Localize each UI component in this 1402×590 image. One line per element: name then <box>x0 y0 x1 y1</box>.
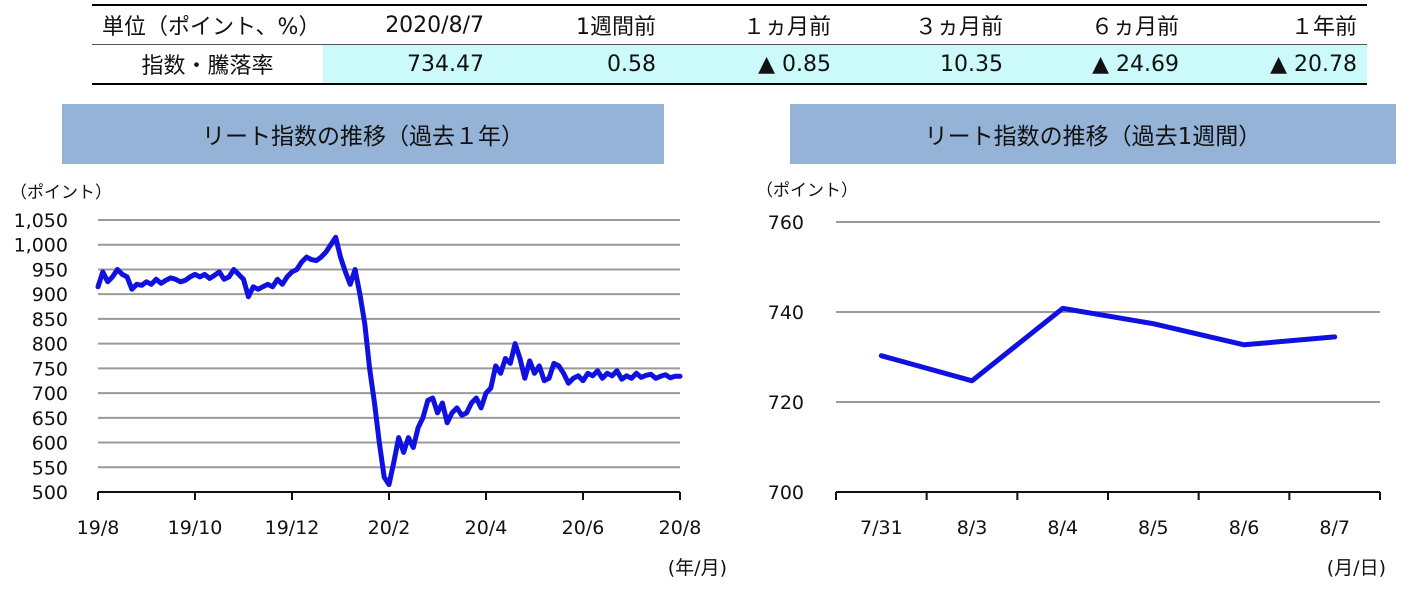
chart2-xlabel: (月/日) <box>1327 557 1386 579</box>
x-tick-label: 8/4 <box>1047 517 1078 539</box>
y-tick-label: 650 <box>32 408 68 430</box>
week-change-value: 0.58 <box>494 44 666 85</box>
summary-value-row: 指数・騰落率 734.47 0.58 ▲ 0.85 10.35 ▲ 24.69 … <box>92 44 1367 85</box>
month-ago-header: １ヵ月前 <box>666 4 841 45</box>
three-months-header: ３ヵ月前 <box>841 4 1013 45</box>
row-label: 指数・騰落率 <box>92 44 323 85</box>
x-tick-label: 8/3 <box>957 517 988 539</box>
y-tick-label: 1,000 <box>14 235 68 257</box>
month-change-value: ▲ 0.85 <box>666 44 841 85</box>
x-tick-label: 20/2 <box>368 517 411 539</box>
unit-header: 単位（ポイント、%） <box>92 4 323 45</box>
year-change-value: ▲ 20.78 <box>1189 44 1367 85</box>
series-line <box>95 234 683 488</box>
x-tick-label: 8/7 <box>1319 517 1350 539</box>
y-tick-label: 740 <box>768 302 804 324</box>
y-tick-label: 550 <box>32 457 68 479</box>
x-tick-label: 8/5 <box>1138 517 1169 539</box>
x-tick-label: 20/6 <box>562 517 605 539</box>
y-tick-label: 1,050 <box>14 210 68 232</box>
x-tick-label: 8/6 <box>1229 517 1260 539</box>
chart2-plot: 760 740 720 700 7/31 8/3 8/4 8/5 8/6 8/7 (月/日) <box>768 212 1386 579</box>
x-tick-label: 19/12 <box>265 517 320 539</box>
index-value: 734.47 <box>323 44 494 85</box>
three-months-change-value: 10.35 <box>841 44 1013 85</box>
series-line <box>878 305 1338 384</box>
week-ago-header: 1週間前 <box>494 4 666 45</box>
y-tick-label: 700 <box>32 383 68 405</box>
x-tick-label: 19/8 <box>77 517 120 539</box>
x-tick-label: 7/31 <box>860 517 903 539</box>
summary-header-row: 単位（ポイント、%） 2020/8/7 1週間前 １ヵ月前 ３ヵ月前 ６ヵ月前 … <box>92 4 1367 45</box>
y-tick-label: 900 <box>32 284 68 306</box>
chart1-plot: 1,0501,000950900850800750700650600550500… <box>14 210 727 579</box>
y-tick-label: 750 <box>32 358 68 380</box>
y-tick-label: 700 <box>768 482 804 504</box>
y-tick-label: 500 <box>32 482 68 504</box>
chart2-title: リート指数の推移（過去1週間） <box>790 104 1396 164</box>
chart2-ylabel: （ポイント） <box>756 181 858 201</box>
chart1-title: リート指数の推移（過去１年） <box>62 104 664 164</box>
y-tick-label: 720 <box>768 392 804 414</box>
six-months-change-value: ▲ 24.69 <box>1013 44 1189 85</box>
chart1-ylabel: （ポイント） <box>10 183 112 203</box>
y-tick-label: 760 <box>768 212 804 234</box>
chart1-xlabel: (年/月) <box>668 557 727 579</box>
x-tick-label: 19/10 <box>168 517 223 539</box>
date-header: 2020/8/7 <box>323 4 494 45</box>
y-tick-label: 800 <box>32 334 68 356</box>
year-ago-header: １年前 <box>1189 4 1367 45</box>
x-tick-label: 20/4 <box>465 517 508 539</box>
y-tick-label: 950 <box>32 259 68 281</box>
y-tick-label: 850 <box>32 309 68 331</box>
y-tick-label: 600 <box>32 433 68 455</box>
x-tick-label: 20/8 <box>659 517 702 539</box>
six-months-header: ６ヵ月前 <box>1013 4 1189 45</box>
summary-table: 単位（ポイント、%） 2020/8/7 1週間前 １ヵ月前 ３ヵ月前 ６ヵ月前 … <box>92 4 1367 85</box>
